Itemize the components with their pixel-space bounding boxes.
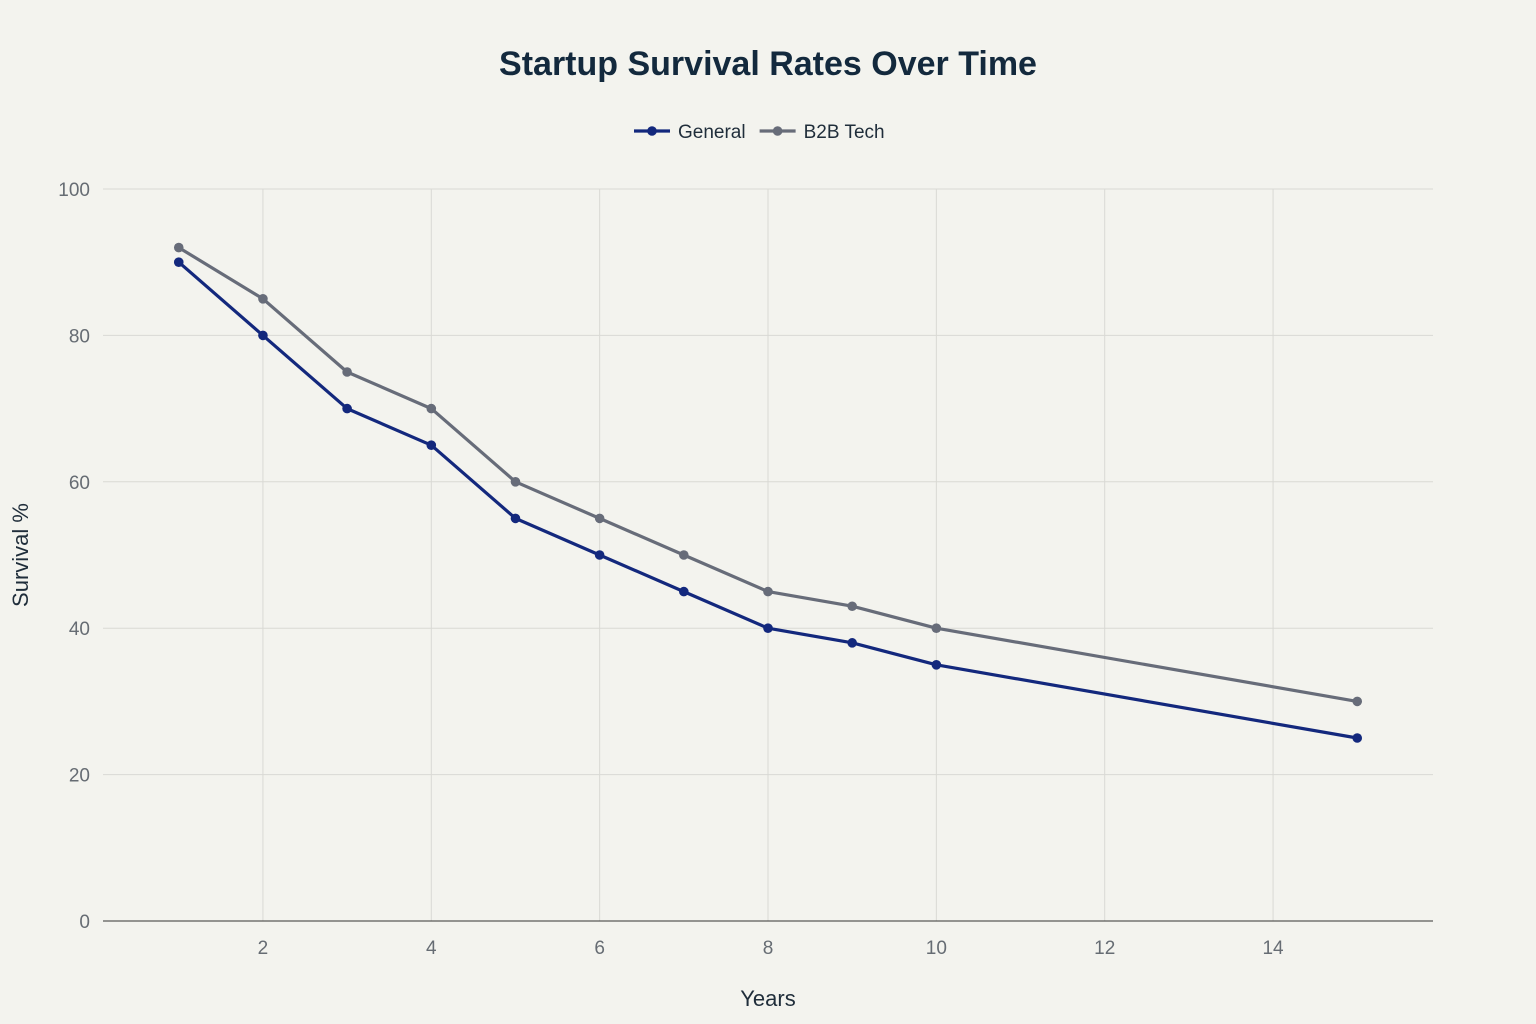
x-tick-label: 8 [763, 938, 774, 959]
data-point-b2b-tech [342, 367, 352, 377]
x-tick-label: 14 [1262, 938, 1284, 959]
data-point-general [931, 660, 942, 670]
y-tick-label: 80 [69, 326, 90, 347]
x-axis-title: Years [740, 986, 795, 1011]
data-point-general [763, 623, 773, 633]
legend-swatch-marker [772, 126, 783, 136]
data-point-general [258, 330, 268, 341]
y-tick-label: 100 [58, 180, 90, 201]
data-point-general [510, 513, 521, 524]
y-tick-label: 0 [79, 912, 90, 933]
x-tick-label: 4 [426, 938, 437, 959]
data-point-b2b-tech [510, 477, 521, 487]
legend-item-general: General [634, 122, 746, 143]
data-point-b2b-tech [426, 403, 437, 414]
series-layer [173, 242, 1363, 743]
grid [103, 188, 1433, 921]
data-point-general [679, 586, 689, 597]
data-point-b2b-tech [173, 242, 184, 253]
x-tick-label: 12 [1094, 938, 1115, 959]
x-tick-label: 10 [926, 938, 947, 959]
data-point-b2b-tech [763, 586, 773, 597]
series-general [173, 257, 1363, 743]
legend: General B2B Tech [634, 122, 885, 143]
x-tick-label: 2 [258, 938, 269, 959]
data-point-general [342, 403, 352, 414]
y-tick-label: 60 [69, 473, 90, 494]
data-point-b2b-tech [258, 294, 268, 304]
legend-item-b2b-tech: B2B Tech [759, 122, 885, 143]
data-point-general [594, 550, 605, 560]
data-point-general [847, 638, 857, 648]
y-tick-label: 20 [69, 766, 90, 787]
data-point-b2b-tech [594, 513, 605, 524]
chart-title: Startup Survival Rates Over Time [499, 45, 1037, 83]
legend-label: B2B Tech [804, 122, 885, 143]
data-point-b2b-tech [1352, 696, 1363, 707]
legend-label: General [678, 122, 746, 143]
series-b2b-tech [173, 242, 1363, 707]
data-point-b2b-tech [679, 550, 689, 560]
x-tick-label: 6 [594, 938, 605, 959]
data-point-general [1352, 733, 1363, 743]
data-point-general [173, 257, 184, 268]
data-point-general [426, 440, 437, 451]
axes: 0 20 40 60 80 100 2 4 6 8 10 12 14 [58, 180, 1433, 959]
y-tick-label: 40 [69, 619, 90, 640]
legend-swatch-marker [647, 126, 657, 136]
data-point-b2b-tech [847, 601, 857, 612]
y-axis-title: Survival % [8, 503, 33, 607]
data-point-b2b-tech [931, 623, 942, 633]
